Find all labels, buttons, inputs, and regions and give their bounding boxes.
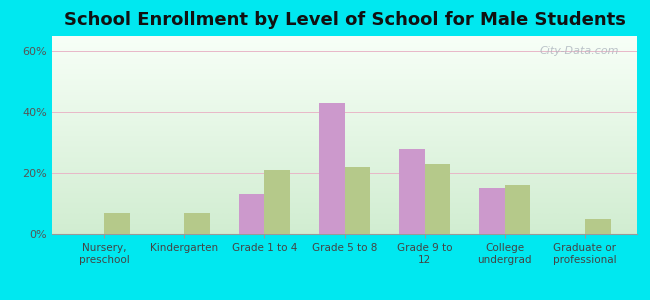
Bar bbox=[585, 219, 610, 234]
Bar bbox=[265, 170, 290, 234]
Bar bbox=[239, 194, 265, 234]
Bar bbox=[399, 149, 424, 234]
Bar bbox=[319, 103, 344, 234]
Title: School Enrollment by Level of School for Male Students: School Enrollment by Level of School for… bbox=[64, 11, 625, 29]
Bar bbox=[479, 188, 505, 234]
Bar bbox=[104, 213, 130, 234]
Bar bbox=[505, 185, 530, 234]
Bar bbox=[344, 167, 370, 234]
Bar bbox=[424, 164, 450, 234]
Bar bbox=[184, 213, 210, 234]
Text: City-Data.com: City-Data.com bbox=[540, 46, 619, 56]
